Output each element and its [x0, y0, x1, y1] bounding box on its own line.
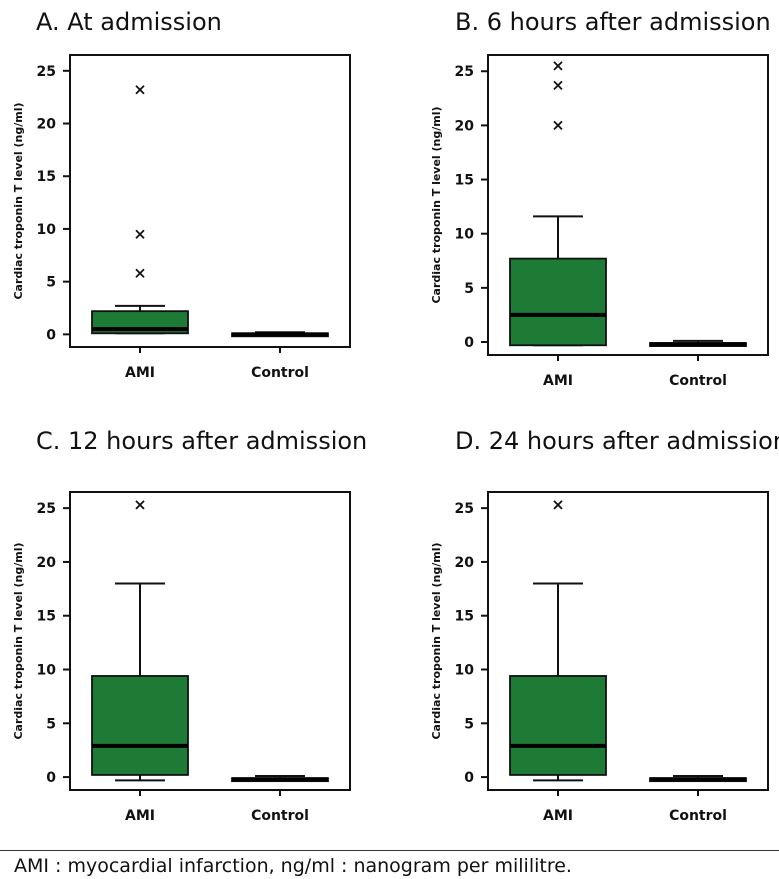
y-tick-label: 10 [37, 222, 57, 238]
box [91, 675, 189, 776]
box-plot-c: 0 5 10 15 20 25 Cardiac troponin T level (ng/m… [12, 491, 351, 824]
box-plot-a: 0 5 10 15 20 25 Cardiac troponin T level (ng/m… [12, 54, 351, 381]
y-tick-label: 0 [464, 335, 474, 351]
y-tick-label: 5 [46, 275, 56, 291]
y-tick-label: 15 [455, 609, 474, 625]
y-tick-label: 0 [46, 327, 56, 343]
x-tick-label: AMI [125, 365, 155, 381]
box [509, 257, 607, 347]
chart-title: A. At admission [36, 8, 222, 36]
footer-divider [0, 850, 779, 851]
y-tick-label: 20 [37, 555, 57, 571]
outlier-marker [553, 61, 563, 71]
x-tick-label: AMI [125, 808, 155, 824]
x-tick-label: AMI [543, 373, 573, 389]
y-tick-label: 25 [37, 501, 56, 517]
x-tick-label: Control [251, 365, 309, 381]
box-plot-b: 0 5 10 15 20 25 Cardiac troponin T level (ng/m… [430, 54, 769, 389]
y-tick-label: 10 [455, 663, 475, 679]
box [509, 675, 607, 776]
y-tick-label: 0 [464, 770, 474, 786]
box-plot-d: 0 5 10 15 20 25 Cardiac troponin T level (ng/m… [430, 491, 769, 824]
footer-note: AMI : myocardial infarction, ng/ml : nan… [14, 855, 572, 877]
y-tick-label: 10 [37, 663, 57, 679]
x-tick-label: Control [669, 373, 727, 389]
plot-frame [487, 54, 769, 356]
plot-frame [487, 491, 769, 791]
outlier-marker [135, 268, 145, 278]
chart-panel-b: B. 6 hours after admission 0 5 10 15 20 25 Car… [418, 0, 779, 400]
y-axis-label: Cardiac troponin T level (ng/ml) [430, 542, 443, 739]
y-tick-label: 5 [464, 281, 474, 297]
chart-title: C. 12 hours after admission [36, 427, 368, 455]
outlier-marker [553, 80, 563, 90]
y-tick-label: 20 [37, 117, 57, 133]
outlier-marker [553, 120, 563, 131]
outlier-marker [135, 229, 145, 239]
chart-panel-a: A. At admission 0 5 10 15 20 25 Cardiac tropon… [0, 0, 380, 400]
x-tick-label: Control [251, 808, 309, 824]
outlier-marker [553, 500, 563, 510]
plot-frame [69, 491, 351, 791]
y-axis-label: Cardiac troponin T level (ng/ml) [12, 542, 25, 739]
y-tick-label: 25 [455, 64, 474, 80]
y-tick-label: 20 [455, 118, 475, 134]
x-tick-label: AMI [543, 808, 573, 824]
y-tick-label: 25 [37, 64, 56, 80]
chart-panel-c: C. 12 hours after admission 0 5 10 15 20 25 Ca… [0, 422, 380, 824]
y-tick-label: 15 [37, 169, 56, 185]
y-tick-label: 15 [455, 173, 474, 189]
x-tick-label: Control [669, 808, 727, 824]
y-tick-label: 15 [37, 609, 56, 625]
y-axis-label: Cardiac troponin T level (ng/ml) [430, 106, 443, 303]
y-tick-label: 25 [455, 501, 474, 517]
chart-title: D. 24 hours after admission [455, 427, 779, 455]
y-tick-label: 5 [464, 716, 474, 732]
outlier-marker [135, 85, 145, 95]
outlier-marker [135, 500, 145, 510]
y-tick-label: 5 [46, 716, 56, 732]
y-tick-label: 10 [455, 227, 475, 243]
y-tick-label: 0 [46, 770, 56, 786]
y-axis-label: Cardiac troponin T level (ng/ml) [12, 102, 25, 299]
y-tick-label: 20 [455, 555, 475, 571]
plot-frame [69, 54, 351, 348]
chart-panel-d: D. 24 hours after admission 0 5 10 15 20 25 Ca… [418, 422, 779, 824]
chart-title: B. 6 hours after admission [455, 8, 771, 36]
